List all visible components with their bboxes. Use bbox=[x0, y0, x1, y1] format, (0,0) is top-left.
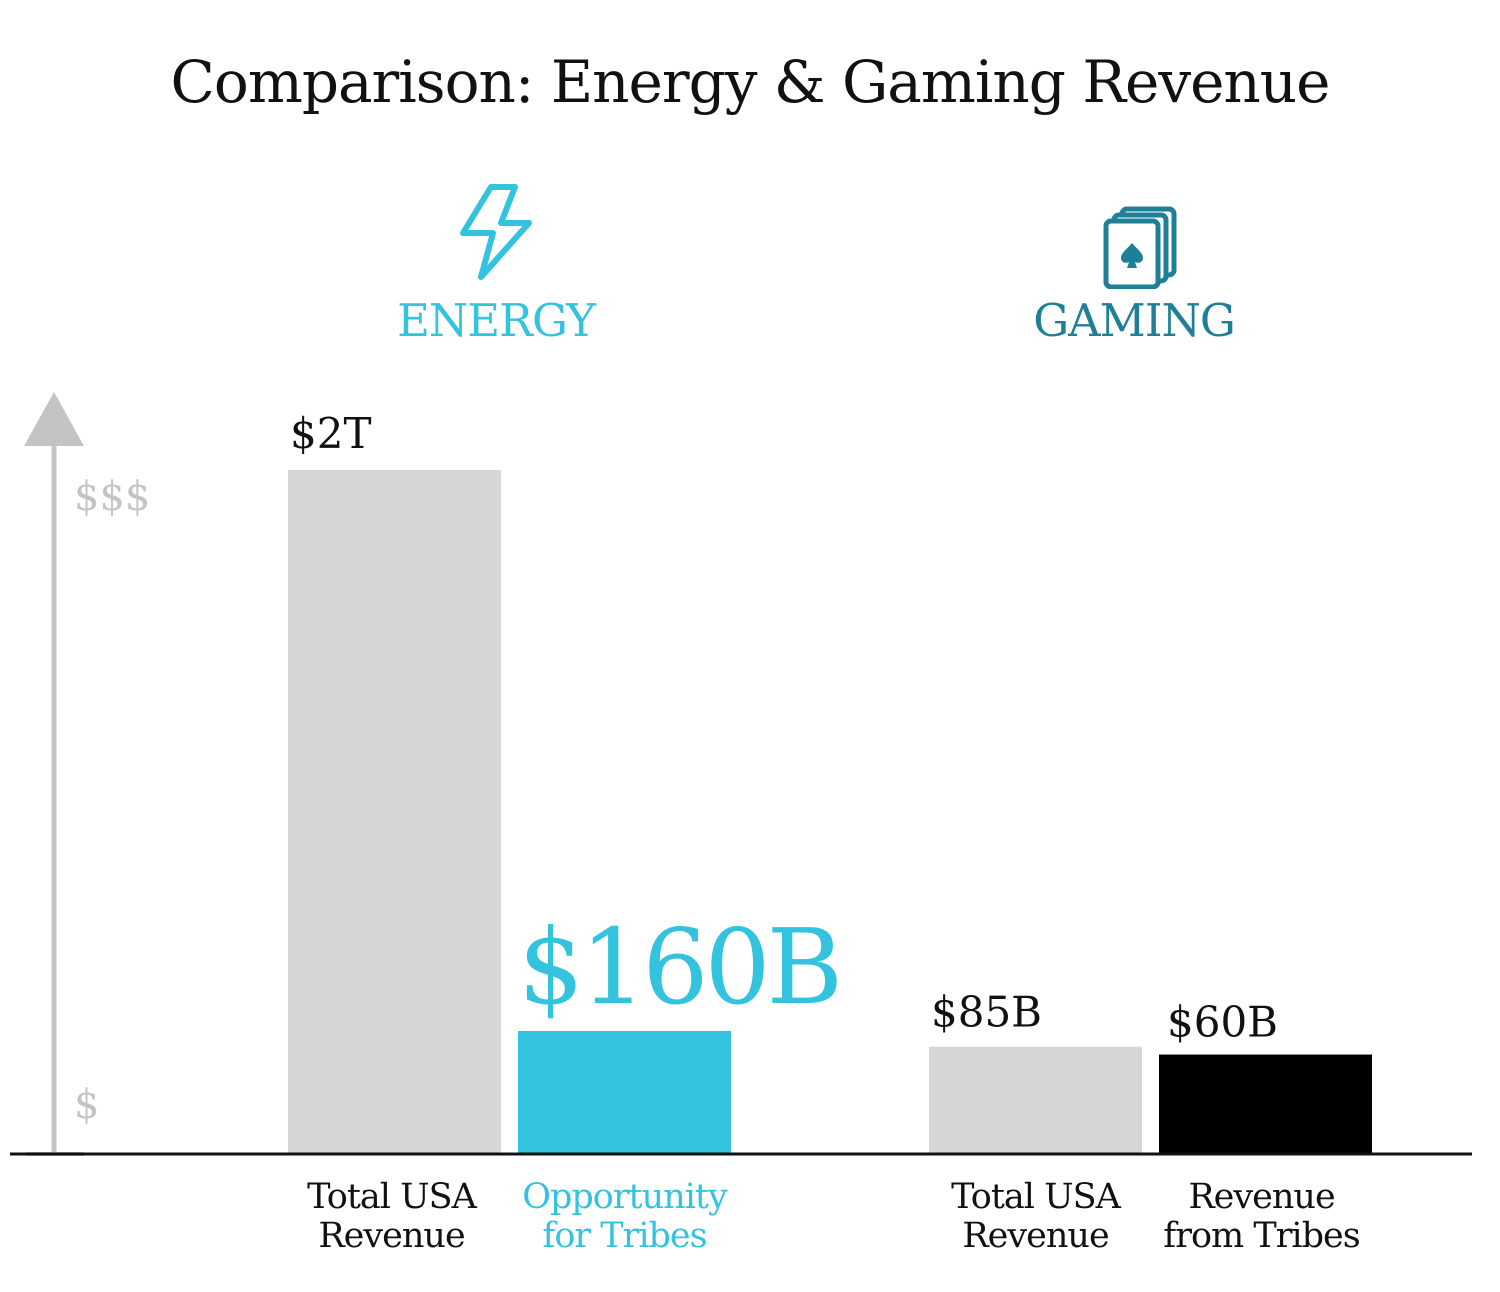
value-label-energy-tribes: $160B bbox=[518, 906, 839, 1028]
bar-gaming-total-usa-revenue bbox=[929, 1046, 1142, 1154]
value-label-gaming-tribes: $60B bbox=[1167, 998, 1278, 1047]
category-label-energy-tribes: Opportunity for Tribes bbox=[522, 1177, 728, 1256]
lightning-bolt-icon bbox=[460, 184, 532, 280]
category-label-gaming-total: Total USA Revenue bbox=[951, 1177, 1121, 1256]
category-label-line: Revenue bbox=[962, 1216, 1108, 1256]
category-label-gaming-tribes: Revenue from Tribes bbox=[1163, 1177, 1359, 1256]
group-label-energy: ENERGY bbox=[397, 294, 596, 347]
category-label-line: Total USA bbox=[307, 1177, 477, 1217]
category-label-energy-total: Total USA Revenue bbox=[307, 1177, 477, 1256]
playing-cards-icon bbox=[1103, 206, 1177, 289]
category-label-line: Total USA bbox=[951, 1177, 1121, 1217]
y-axis-low-label: $ bbox=[74, 1082, 99, 1128]
value-label-energy-total: $2T bbox=[290, 409, 371, 458]
category-label-line: from Tribes bbox=[1163, 1216, 1359, 1256]
chart-title: Comparison: Energy & Gaming Revenue bbox=[170, 48, 1331, 116]
category-label-line: Opportunity bbox=[522, 1177, 728, 1217]
group-label-gaming: GAMING bbox=[1033, 294, 1236, 347]
bar-energy-opportunity-for-tribes bbox=[518, 1031, 731, 1154]
y-axis-high-label: $$$ bbox=[74, 474, 150, 520]
value-label-gaming-total: $85B bbox=[931, 988, 1042, 1037]
category-label-line: Revenue bbox=[318, 1216, 464, 1256]
category-label-line: Revenue bbox=[1188, 1177, 1334, 1217]
category-label-line: for Tribes bbox=[542, 1216, 706, 1256]
bar-gaming-revenue-from-tribes bbox=[1159, 1054, 1372, 1154]
bar-energy-total-usa-revenue bbox=[288, 470, 501, 1154]
